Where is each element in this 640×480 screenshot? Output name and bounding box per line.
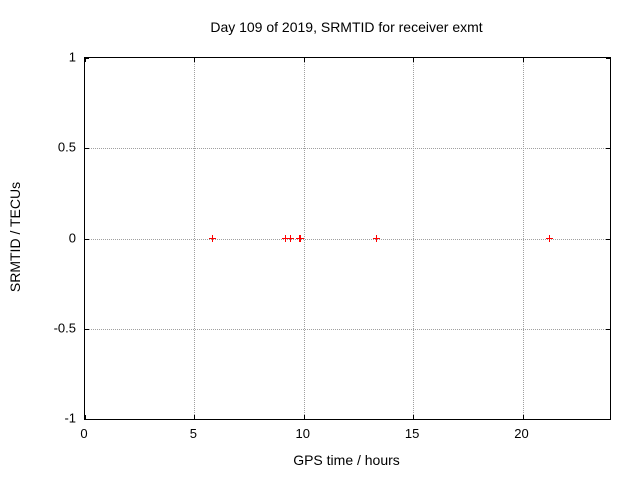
- data-point-marker: [297, 234, 305, 242]
- x-tick-mark: [303, 58, 305, 62]
- y-tick-mark: [606, 419, 610, 420]
- x-axis-label: GPS time / hours: [293, 452, 400, 468]
- x-tick-mark: [194, 58, 196, 62]
- x-tick-mark: [303, 415, 305, 419]
- x-tick-mark: [522, 58, 524, 62]
- x-tick-mark: [522, 415, 524, 419]
- y-tick-label: 0.5: [57, 139, 76, 155]
- y-tick-label: -0.5: [53, 320, 76, 336]
- y-tick-label: 0: [68, 230, 76, 245]
- y-tick-mark: [606, 238, 610, 240]
- x-tick-label: 5: [189, 426, 197, 441]
- y-tick-label: -1: [64, 410, 76, 426]
- data-point-marker: [545, 234, 553, 242]
- x-tick-mark: [85, 415, 86, 419]
- y-tick-mark: [85, 328, 89, 330]
- y-tick-mark: [85, 419, 89, 420]
- y-gridline: [85, 328, 610, 330]
- x-tick-mark: [413, 58, 415, 62]
- plot-area: [84, 57, 611, 420]
- y-tick-mark: [85, 58, 89, 59]
- y-tick-mark: [606, 58, 610, 59]
- x-tick-label: 15: [404, 426, 420, 441]
- x-tick-mark: [85, 58, 86, 62]
- data-point-marker: [208, 234, 216, 242]
- data-point-marker: [282, 234, 290, 242]
- x-tick-label: 10: [295, 426, 310, 441]
- y-tick-label: 1: [68, 49, 76, 65]
- x-tick-mark: [194, 415, 196, 419]
- data-point-marker: [373, 234, 381, 242]
- x-tick-mark: [413, 415, 415, 419]
- y-tick-mark: [85, 238, 89, 240]
- data-point-marker: [286, 234, 294, 242]
- x-tick-label: 0: [80, 426, 88, 441]
- y-tick-mark: [606, 328, 610, 330]
- y-gridline: [85, 148, 610, 150]
- y-tick-mark: [85, 148, 89, 150]
- y-gridline: [85, 238, 610, 240]
- x-tick-label: 20: [514, 426, 529, 441]
- y-tick-mark: [606, 148, 610, 150]
- chart-title: Day 109 of 2019, SRMTID for receiver exm…: [210, 19, 483, 35]
